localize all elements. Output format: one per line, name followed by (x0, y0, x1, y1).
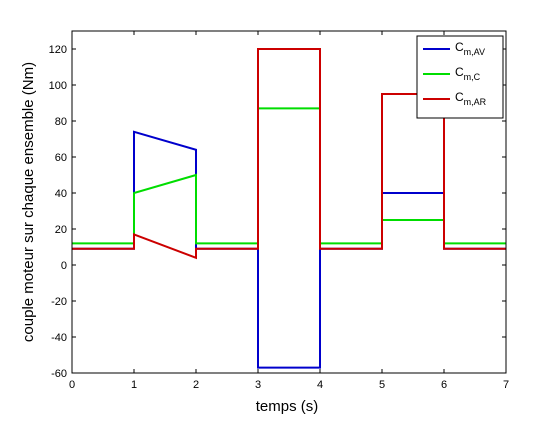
y-tick-label-7: 80 (55, 116, 67, 128)
y-tick-label-1: -40 (51, 332, 67, 344)
y-tick-label-3: 0 (61, 260, 67, 272)
x-tick-label-5: 5 (379, 379, 385, 391)
x-tick-label-1: 1 (131, 379, 137, 391)
series-line-0 (72, 130, 506, 369)
y-axis-label: couple moteur sur chaque ensemble (Nm) (20, 62, 37, 342)
y-tick-label-0: -60 (51, 368, 67, 380)
x-tick-label-2: 2 (193, 379, 199, 391)
x-tick-label-4: 4 (317, 379, 323, 391)
y-tick-label-9: 120 (49, 44, 67, 56)
x-tick-label-6: 6 (441, 379, 447, 391)
x-tick-label-0: 0 (69, 379, 75, 391)
y-tick-label-6: 60 (55, 152, 67, 164)
series-line-1 (72, 107, 506, 245)
legend-label-0: Cm,AV (455, 40, 485, 57)
y-tick-label-8: 100 (49, 80, 67, 92)
axes-frame (71, 30, 507, 374)
x-axis-label: temps (s) (256, 398, 319, 415)
legend-label-1: Cm,C (455, 65, 481, 82)
x-tick-label-7: 7 (503, 379, 509, 391)
x-tick-label-3: 3 (255, 379, 261, 391)
y-tick-label-4: 20 (55, 224, 67, 236)
legend-label-2: Cm,AR (455, 90, 487, 107)
legend: Cm,AV Cm,C Cm,AR (416, 35, 504, 119)
y-tick-label-5: 40 (55, 188, 67, 200)
y-tick-label-2: -20 (51, 296, 67, 308)
